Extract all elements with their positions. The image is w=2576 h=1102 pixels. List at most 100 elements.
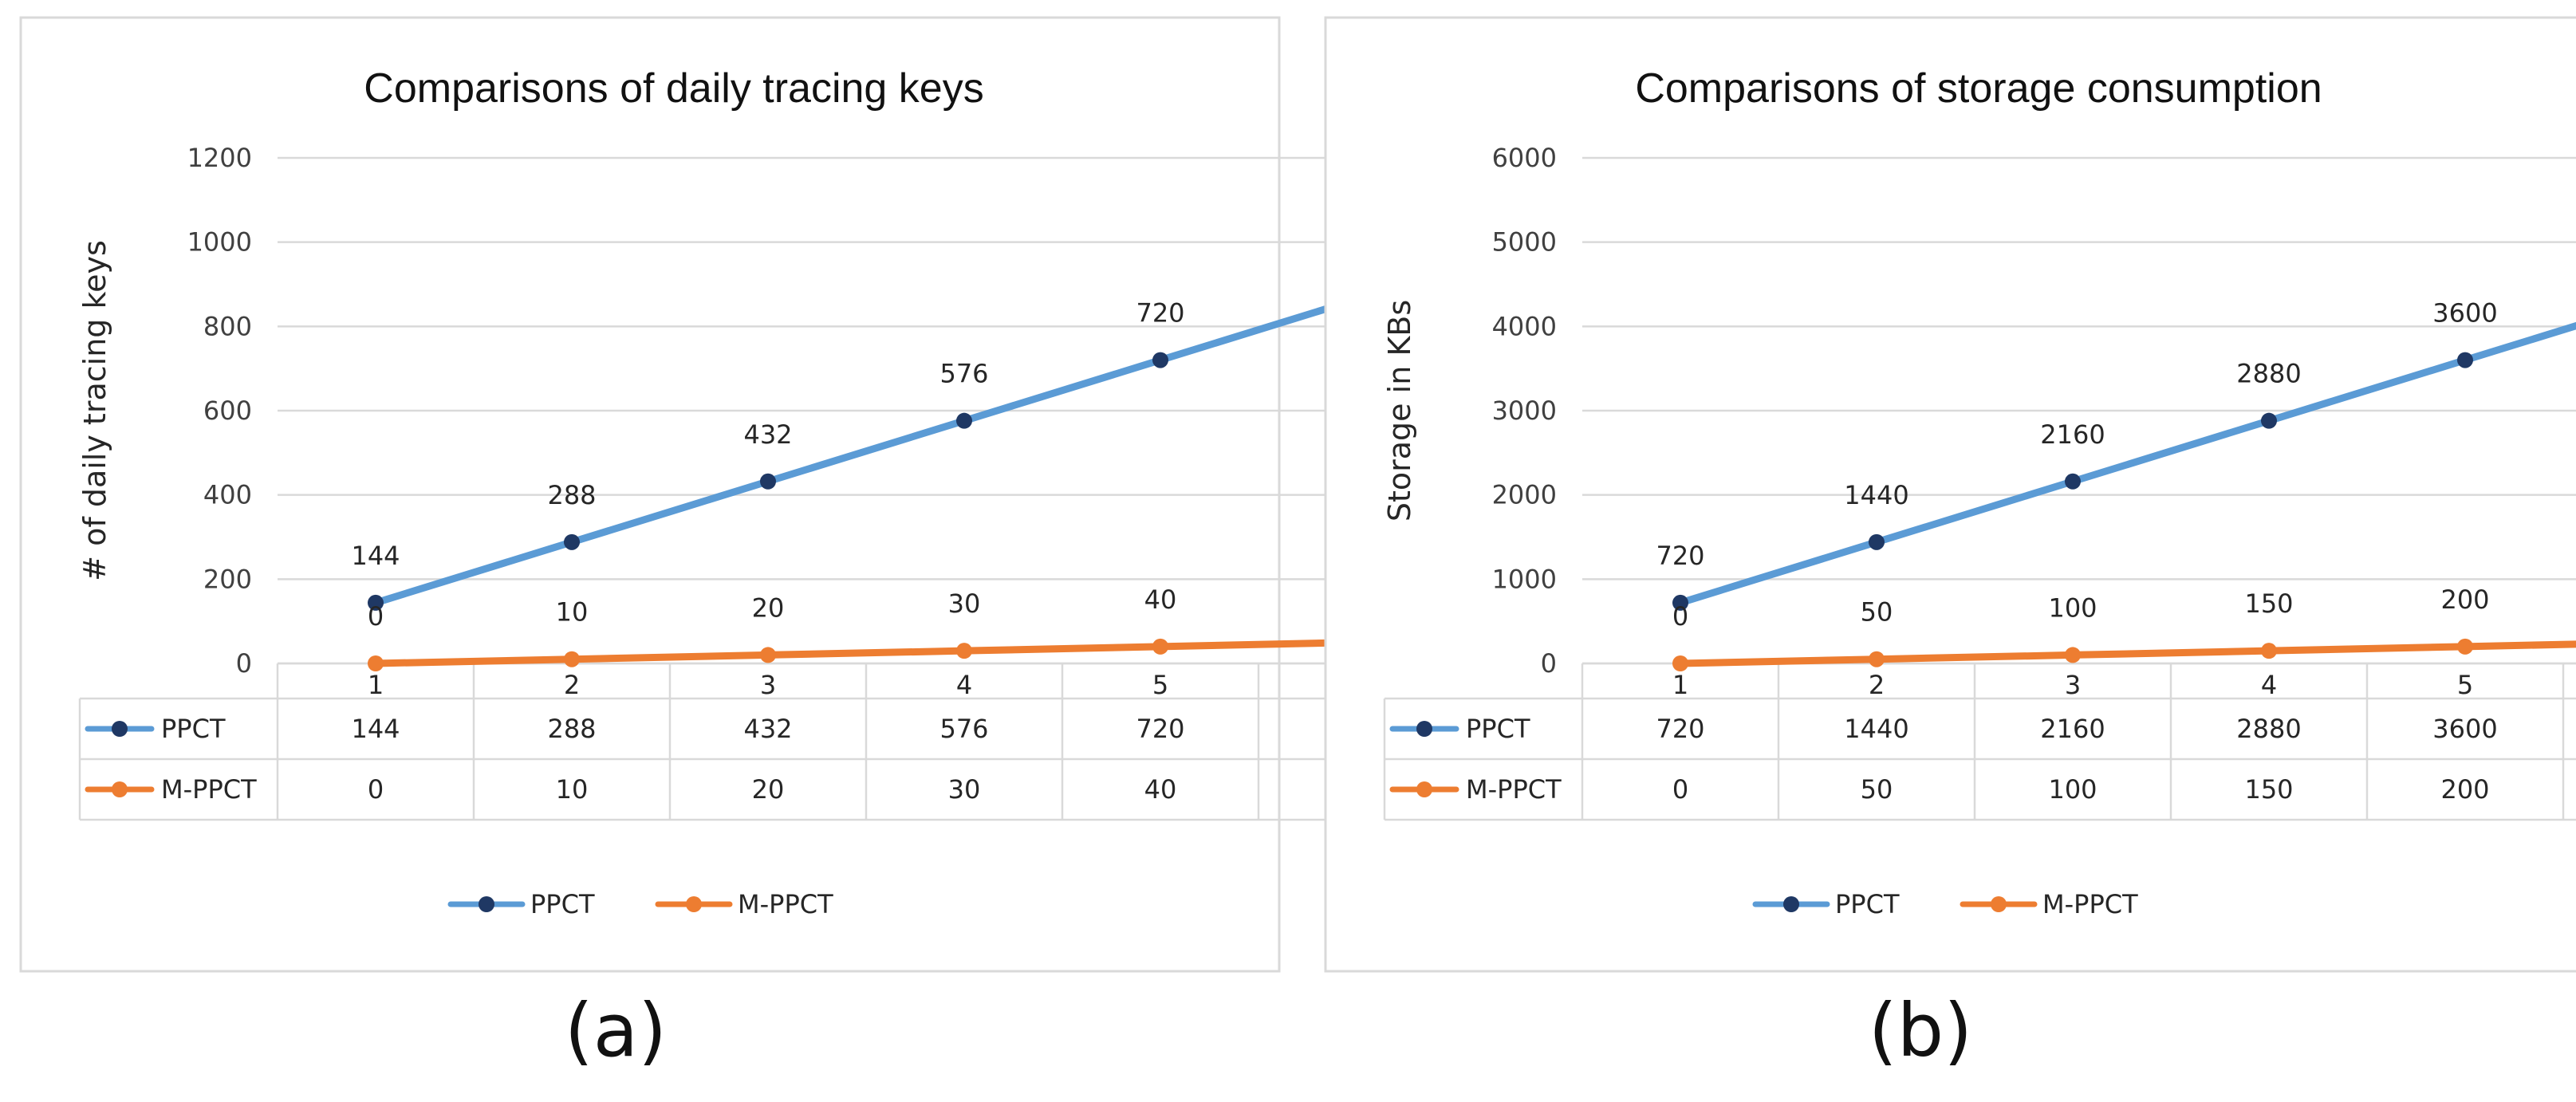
data-label: 2880 — [2236, 359, 2301, 389]
table-legend-key-marker — [1416, 721, 1432, 737]
x-category-label: 5 — [1152, 670, 1168, 700]
data-point — [956, 412, 972, 429]
y-tick-label: 5000 — [1492, 227, 1557, 258]
table-cell: 30 — [948, 774, 981, 805]
table-cell: 144 — [351, 714, 400, 744]
table-series-name: M-PPCT — [1466, 774, 1562, 805]
x-category-label: 1 — [368, 670, 384, 700]
data-label: 150 — [2244, 588, 2293, 619]
data-point — [1869, 533, 1885, 550]
panel-caption: (a) — [565, 988, 667, 1073]
data-point — [564, 651, 580, 667]
data-label: 144 — [351, 541, 400, 571]
table-legend-key-marker — [112, 721, 128, 737]
data-label: 720 — [1656, 541, 1704, 571]
x-category-label: 2 — [564, 670, 580, 700]
table-cell: 40 — [1144, 774, 1177, 805]
y-axis-label: # of daily tracing keys — [77, 240, 112, 581]
x-category-label: 3 — [2065, 670, 2081, 700]
data-label: 100 — [2048, 592, 2097, 623]
x-category-label: 1 — [1672, 670, 1688, 700]
table-cell: 2160 — [2040, 714, 2105, 744]
table-cell: 576 — [939, 714, 988, 744]
table-legend-key-marker — [1416, 781, 1432, 797]
y-tick-label: 2000 — [1492, 480, 1557, 510]
y-tick-label: 4000 — [1492, 311, 1557, 341]
data-label: 432 — [743, 419, 792, 450]
chart-title: Comparisons of storage consumption — [1635, 65, 2322, 112]
legend-label: M-PPCT — [738, 889, 833, 919]
data-point — [1672, 655, 1688, 671]
table-cell: 0 — [368, 774, 384, 805]
table-cell: 50 — [1861, 774, 1893, 805]
table-cell: 720 — [1136, 714, 1184, 744]
data-point — [1152, 638, 1168, 655]
table-cell: 1440 — [1844, 714, 1908, 744]
legend-key-marker — [1991, 896, 2007, 912]
data-label: 1440 — [1844, 480, 1908, 510]
x-category-label: 3 — [760, 670, 776, 700]
data-label: 0 — [368, 601, 384, 632]
legend-key-marker — [686, 896, 702, 912]
y-tick-label: 0 — [1541, 648, 1557, 679]
y-axis-label: Storage in KBs — [1382, 300, 1417, 521]
data-point — [2457, 638, 2473, 655]
table-series-name: M-PPCT — [161, 774, 257, 805]
table-cell: 0 — [1672, 774, 1688, 805]
legend-label: PPCT — [530, 889, 595, 919]
data-point — [564, 533, 580, 550]
data-point — [1869, 651, 1885, 667]
data-label: 720 — [1136, 298, 1184, 329]
data-label: 200 — [2440, 584, 2489, 615]
data-point — [2261, 643, 2277, 659]
data-point — [1672, 594, 1688, 611]
table-cell: 100 — [2048, 774, 2097, 805]
data-point — [760, 473, 776, 490]
legend-label: M-PPCT — [2042, 889, 2138, 919]
data-point — [2457, 352, 2473, 368]
chart-panel-b: Comparisons of storage consumption010002… — [1324, 16, 2576, 973]
table-cell: 2880 — [2236, 714, 2301, 744]
data-label: 50 — [1861, 597, 1893, 628]
table-cell: 288 — [547, 714, 596, 744]
y-tick-label: 800 — [203, 311, 252, 341]
data-label: 2160 — [2040, 419, 2105, 450]
x-category-label: 5 — [2457, 670, 2473, 700]
data-label: 576 — [939, 359, 988, 389]
data-label: 10 — [556, 597, 589, 628]
data-label: 40 — [1144, 584, 1177, 615]
y-tick-label: 1000 — [187, 227, 252, 258]
data-point — [760, 647, 776, 663]
panel-caption: (b) — [1869, 988, 1972, 1073]
table-series-name: PPCT — [161, 714, 226, 744]
legend-key-marker — [479, 896, 494, 912]
table-cell: 150 — [2244, 774, 2293, 805]
data-label: 30 — [948, 588, 981, 619]
data-label: 3600 — [2432, 298, 2497, 329]
y-tick-label: 1000 — [1492, 564, 1557, 594]
x-category-label: 2 — [1869, 670, 1885, 700]
data-label: 20 — [752, 592, 785, 623]
y-tick-label: 600 — [203, 396, 252, 426]
data-point — [2065, 473, 2081, 490]
table-cell: 20 — [752, 774, 785, 805]
data-point — [1152, 352, 1168, 368]
y-tick-label: 6000 — [1492, 143, 1557, 173]
y-tick-label: 0 — [236, 648, 252, 679]
data-point — [2065, 647, 2081, 663]
chart-title: Comparisons of daily tracing keys — [364, 65, 983, 112]
y-tick-label: 1200 — [187, 143, 252, 173]
table-series-name: PPCT — [1466, 714, 1530, 744]
table-cell: 432 — [743, 714, 792, 744]
legend-key-marker — [1783, 896, 1799, 912]
data-point — [956, 643, 972, 659]
y-tick-label: 400 — [203, 480, 252, 510]
legend-label: PPCT — [1835, 889, 1900, 919]
data-point — [368, 594, 384, 611]
table-cell: 720 — [1656, 714, 1704, 744]
y-tick-label: 200 — [203, 564, 252, 594]
data-point — [368, 655, 384, 671]
data-label: 288 — [547, 480, 596, 510]
table-cell: 3600 — [2432, 714, 2497, 744]
